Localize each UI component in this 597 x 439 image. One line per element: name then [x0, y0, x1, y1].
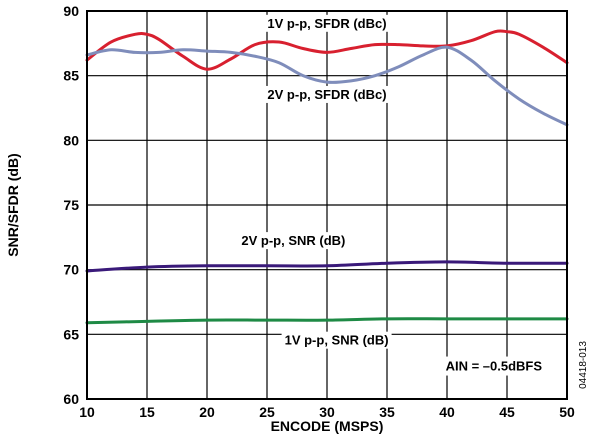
ain-annotation: AIN = –0.5dBFS: [446, 359, 543, 374]
series-label-1: 2V p-p, SFDR (dBc): [267, 87, 386, 102]
y-axis-label: SNR/SFDR (dB): [5, 153, 21, 256]
x-tick-label: 50: [559, 404, 575, 420]
y-tick-label: 80: [63, 132, 79, 148]
series-line-1: [85, 45, 569, 127]
series-label-bg: [264, 85, 390, 103]
y-tick-label: 60: [63, 391, 79, 407]
y-tick-label: 85: [63, 68, 79, 84]
series-label-bg: [238, 232, 349, 250]
series-label-bg: [264, 14, 390, 32]
series-line-2: [85, 260, 569, 273]
series-labels: 1V p-p, SFDR (dBc) 2V p-p, SFDR (dBc) 2V p…: [238, 14, 392, 349]
figure-id-label: 04418-013: [578, 341, 589, 389]
series-lines: [85, 29, 569, 325]
plot-frame: [86, 10, 568, 400]
y-tick-labels: 60 65 70 75 80 85 90: [63, 3, 79, 407]
ain-annotation-bg: [441, 356, 547, 376]
x-tick-label: 25: [259, 404, 275, 420]
x-tick-label: 45: [499, 404, 515, 420]
series-line-0: [85, 29, 569, 71]
y-tick-label: 90: [63, 3, 79, 19]
series-label-0: 1V p-p, SFDR (dBc): [267, 16, 386, 31]
series-line-3: [85, 317, 569, 325]
x-tick-label: 20: [199, 404, 215, 420]
x-tick-label: 35: [379, 404, 395, 420]
gridlines: [87, 11, 567, 399]
x-tick-labels: 10 15 20 25 30 35 40 45 50: [79, 404, 575, 420]
series-label-bg: [281, 331, 392, 349]
x-tick-label: 10: [79, 404, 95, 420]
x-axis-label: ENCODE (MSPS): [271, 418, 384, 434]
x-tick-label: 40: [439, 404, 455, 420]
series-label-2: 2V p-p, SNR (dB): [241, 233, 345, 248]
y-tick-label: 75: [63, 197, 79, 213]
x-tick-label: 15: [139, 404, 155, 420]
series-label-3: 1V p-p, SNR (dB): [285, 333, 389, 348]
y-tick-label: 65: [63, 326, 79, 342]
y-tick-label: 70: [63, 262, 79, 278]
x-tick-label: 30: [319, 404, 335, 420]
